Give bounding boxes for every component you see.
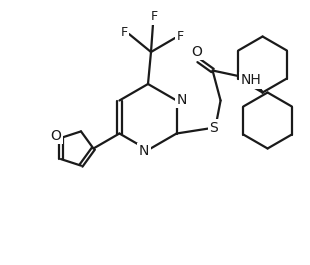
Text: S: S [209,121,218,135]
Text: F: F [150,11,157,24]
Text: N: N [139,144,149,158]
Text: F: F [121,25,127,38]
Text: O: O [51,129,61,143]
Text: F: F [176,29,184,42]
Text: N: N [176,92,187,107]
Text: O: O [191,45,202,59]
Text: NH: NH [240,73,261,87]
